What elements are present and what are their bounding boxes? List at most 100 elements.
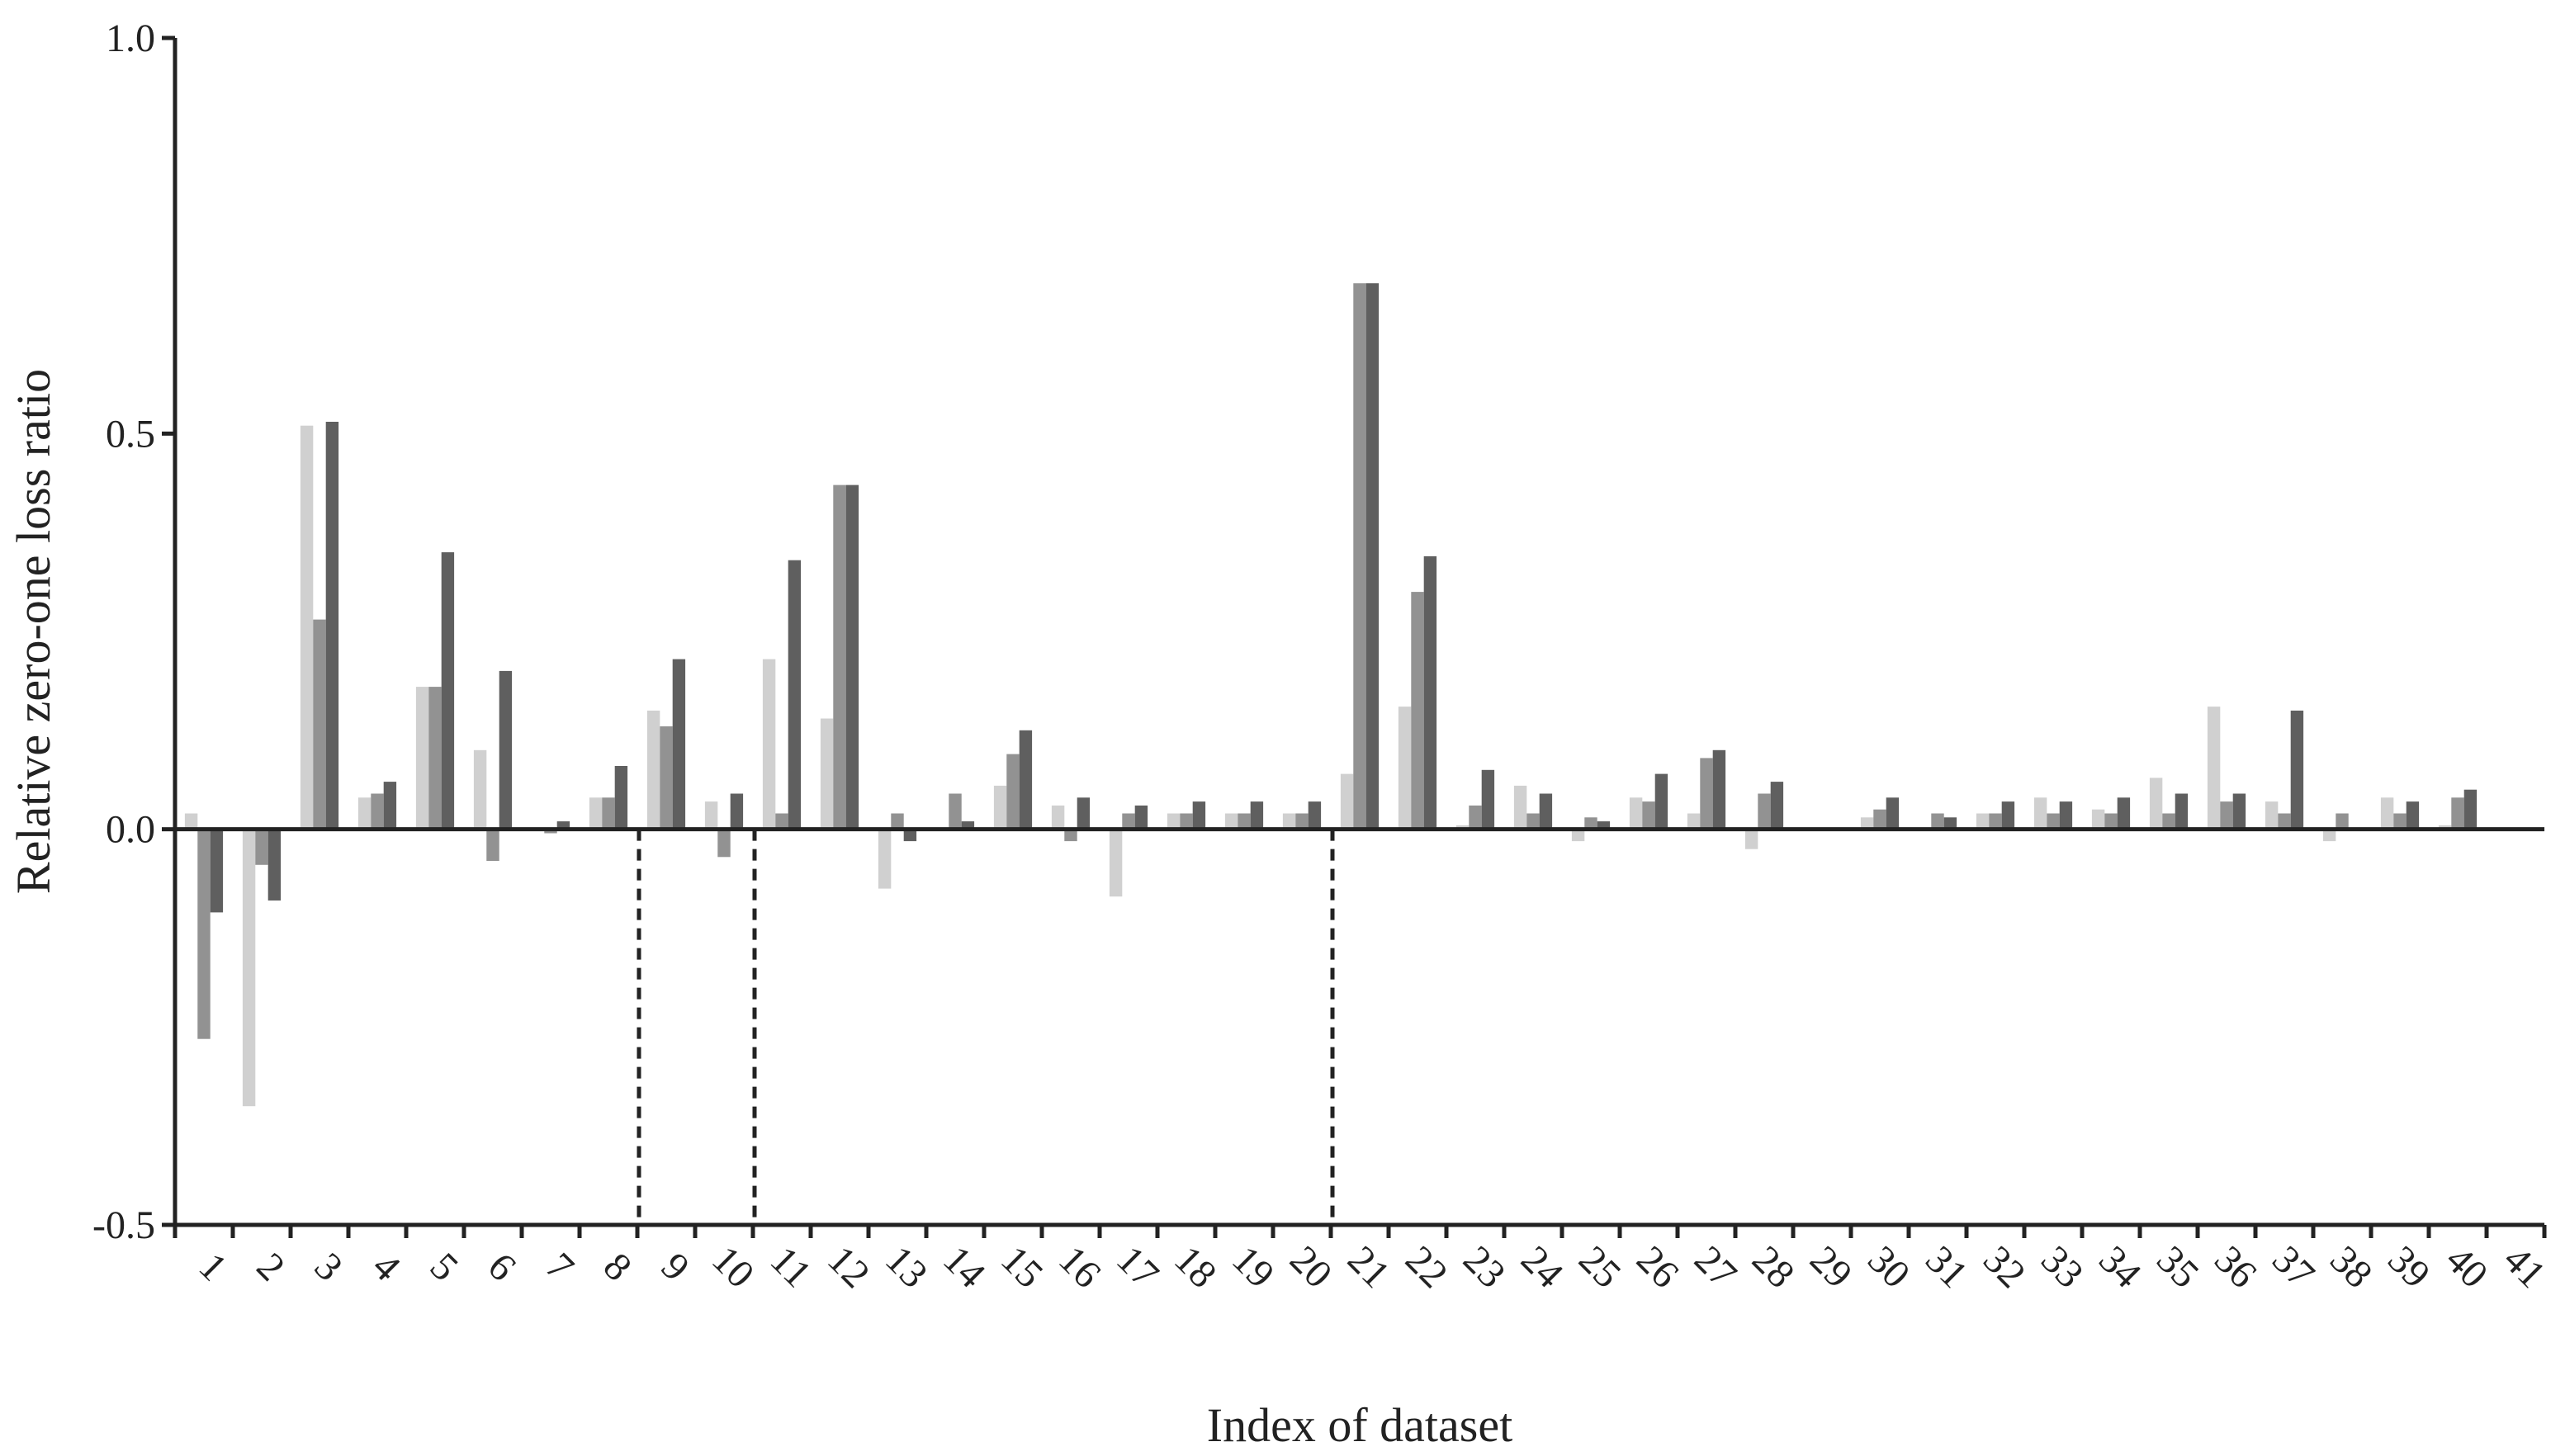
bar-series-3-dataset-5: [441, 552, 455, 830]
bar-series-1-dataset-13: [878, 829, 892, 889]
bar-series-3-dataset-24: [1539, 793, 1553, 830]
x-tick-label: 25: [1570, 1237, 1629, 1296]
bar-series-2-dataset-26: [1642, 801, 1655, 830]
bar-series-2-dataset-27: [1700, 758, 1713, 830]
x-tick-label: 14: [935, 1237, 993, 1296]
bar-series-2-dataset-15: [1006, 754, 1020, 830]
bar-series-3-dataset-33: [2059, 801, 2073, 830]
bar-series-1-dataset-12: [820, 718, 834, 830]
bar-series-1-dataset-20: [1282, 813, 1296, 830]
bar-series-2-dataset-28: [1758, 793, 1771, 830]
bar-series-3-dataset-14: [961, 821, 975, 830]
y-tick-label: 0.0: [106, 808, 155, 852]
bar-series-1-dataset-15: [993, 785, 1007, 830]
bar-series-2-dataset-36: [2220, 801, 2233, 830]
bar-series-3-dataset-36: [2232, 793, 2246, 830]
bar-series-3-dataset-40: [2463, 789, 2478, 830]
x-tick-label: 18: [1166, 1237, 1224, 1296]
bar-series-3-dataset-18: [1192, 801, 1206, 830]
bar-series-1-dataset-19: [1224, 813, 1238, 830]
bar-series-2-dataset-5: [428, 687, 442, 830]
x-tick-label: 15: [992, 1237, 1051, 1296]
bar-series-1-dataset-5: [415, 687, 429, 830]
bar-series-1-dataset-25: [1571, 829, 1585, 842]
bar-series-3-dataset-13: [903, 829, 917, 842]
bar-series-2-dataset-8: [602, 797, 615, 830]
bars-layer: [184, 283, 2478, 1107]
bar-series-1-dataset-2: [242, 829, 256, 1107]
bar-series-1-dataset-33: [2033, 797, 2047, 830]
bar-series-1-dataset-32: [1976, 813, 1990, 830]
x-tick-label: 27: [1686, 1237, 1744, 1296]
bar-series-3-dataset-27: [1712, 749, 1726, 830]
bar-series-2-dataset-10: [717, 829, 731, 858]
bar-series-3-dataset-4: [383, 782, 397, 830]
bar-series-1-dataset-34: [2091, 809, 2105, 830]
bar-series-3-dataset-17: [1134, 805, 1148, 830]
bar-series-3-dataset-21: [1365, 283, 1380, 830]
bar-series-1-dataset-4: [357, 797, 372, 830]
x-tick-label: 35: [2148, 1237, 2207, 1296]
bar-series-3-dataset-22: [1423, 555, 1437, 830]
bar-series-3-dataset-9: [672, 659, 686, 830]
bar-series-3-dataset-10: [730, 793, 744, 830]
bar-series-3-dataset-30: [1886, 797, 1900, 830]
bar-series-2-dataset-31: [1931, 813, 1944, 830]
x-tick-label: 34: [2090, 1237, 2149, 1296]
bar-series-3-dataset-1: [210, 829, 224, 913]
y-tick-label: -0.5: [92, 1203, 155, 1247]
x-tick-label: 37: [2264, 1237, 2322, 1296]
bar-series-2-dataset-38: [2336, 813, 2349, 830]
bar-series-2-dataset-1: [197, 829, 211, 1039]
bar-series-3-dataset-37: [2290, 710, 2304, 830]
y-tick-label: 0.5: [106, 412, 155, 456]
x-axis-title: Index of dataset: [1207, 1398, 1512, 1452]
bar-series-3-dataset-31: [1943, 817, 1957, 830]
bar-series-3-dataset-15: [1019, 730, 1033, 830]
bar-series-2-dataset-22: [1411, 592, 1424, 830]
y-axis-title: Relative zero-one loss ratio: [7, 369, 60, 894]
bar-series-3-dataset-23: [1481, 769, 1495, 830]
bar-series-3-dataset-7: [556, 821, 570, 830]
bar-series-1-dataset-30: [1860, 817, 1874, 830]
x-tick-label: 41: [2495, 1237, 2551, 1296]
x-tick-label: 13: [877, 1237, 935, 1296]
y-tick-label: 1.0: [106, 17, 155, 60]
x-tick-label: 8: [595, 1245, 640, 1289]
x-tick-label: 1: [191, 1245, 235, 1289]
bar-series-1-dataset-10: [704, 801, 718, 830]
x-tick-label: 40: [2437, 1237, 2496, 1296]
bar-series-1-dataset-9: [646, 710, 660, 830]
bar-series-2-dataset-12: [833, 485, 846, 830]
x-axis-ticks: 1 2 3 4 5 6 7 8 9 10 11 121314151617181920212223242…: [173, 1225, 2551, 1297]
bar-series-1-dataset-39: [2380, 797, 2394, 830]
x-tick-label: 39: [2379, 1237, 2438, 1296]
bar-series-2-dataset-17: [1122, 813, 1135, 830]
x-tick-label: 9: [653, 1245, 698, 1289]
bar-series-2-dataset-30: [1873, 809, 1886, 830]
bar-series-1-dataset-21: [1340, 773, 1354, 830]
reference-lines: [637, 829, 1335, 1225]
bar-series-1-dataset-8: [589, 797, 603, 830]
bar-series-3-dataset-35: [2175, 793, 2189, 830]
bar-series-1-dataset-27: [1687, 813, 1701, 830]
x-tick-label: 31: [1917, 1237, 1976, 1296]
bar-series-2-dataset-40: [2451, 797, 2464, 830]
bar-series-2-dataset-3: [313, 619, 326, 830]
x-tick-label: 28: [1744, 1237, 1802, 1296]
bar-series-1-dataset-24: [1513, 785, 1527, 830]
bar-series-3-dataset-16: [1077, 797, 1091, 830]
bar-series-3-dataset-32: [2001, 801, 2015, 830]
bar-series-2-dataset-20: [1295, 813, 1309, 830]
bar-series-2-dataset-34: [2104, 813, 2118, 830]
x-tick-label: 26: [1628, 1237, 1687, 1296]
x-tick-label: 2: [248, 1245, 293, 1289]
bar-series-2-dataset-11: [775, 813, 788, 830]
bar-series-2-dataset-32: [1989, 813, 2002, 830]
bar-series-2-dataset-6: [486, 829, 499, 861]
bar-series-1-dataset-22: [1398, 707, 1412, 830]
bar-series-3-dataset-20: [1308, 801, 1322, 830]
bar-series-2-dataset-19: [1238, 813, 1251, 830]
bar-series-2-dataset-21: [1353, 283, 1366, 830]
